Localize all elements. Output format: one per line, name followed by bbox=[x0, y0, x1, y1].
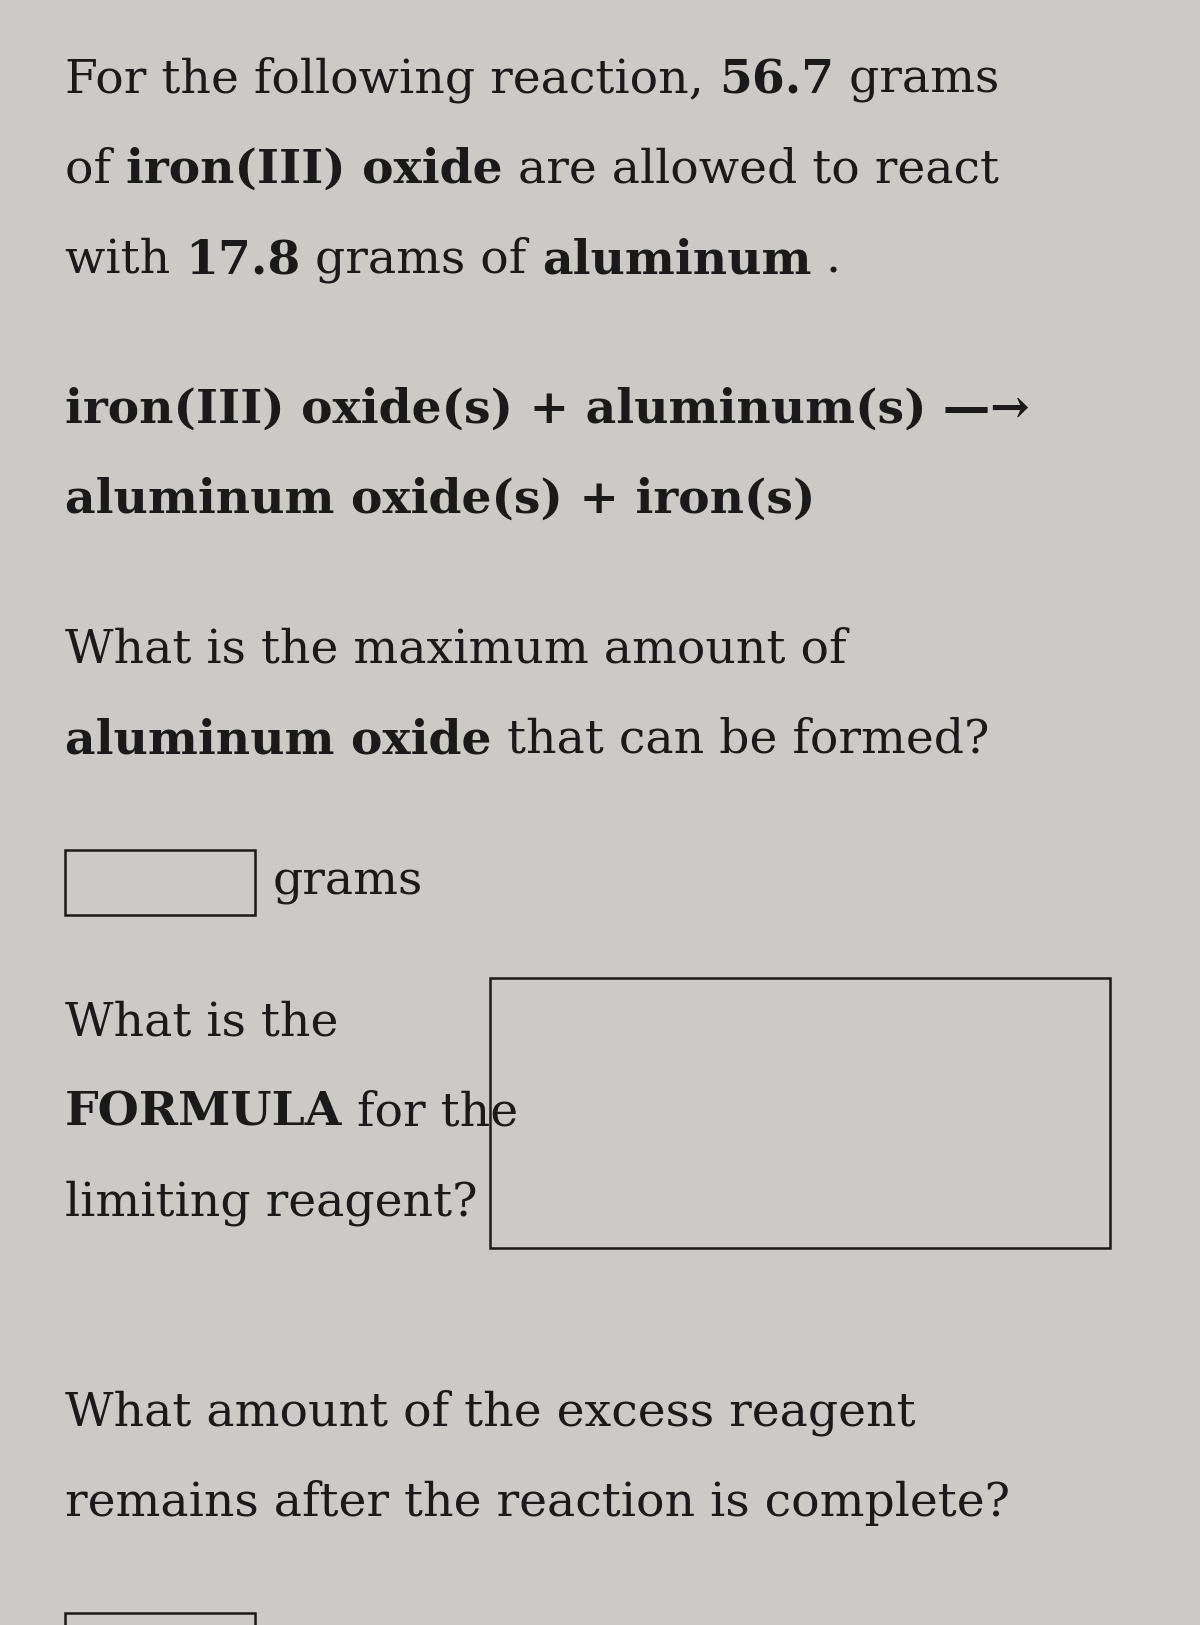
Text: .: . bbox=[811, 237, 841, 283]
Text: remains after the reaction is complete?: remains after the reaction is complete? bbox=[65, 1480, 1010, 1526]
Text: aluminum oxide: aluminum oxide bbox=[65, 717, 492, 764]
Text: with: with bbox=[65, 237, 185, 283]
Text: aluminum: aluminum bbox=[541, 237, 811, 283]
Text: that can be formed?: that can be formed? bbox=[492, 717, 989, 762]
Text: What is the: What is the bbox=[65, 1001, 338, 1045]
Text: iron(III) oxide: iron(III) oxide bbox=[126, 146, 503, 193]
Text: FORMULA: FORMULA bbox=[65, 1090, 342, 1136]
Text: for the: for the bbox=[342, 1090, 518, 1136]
Bar bbox=[65, 1614, 256, 1625]
Bar bbox=[65, 850, 256, 915]
Text: limiting reagent?: limiting reagent? bbox=[65, 1180, 478, 1225]
Text: For the following reaction,: For the following reaction, bbox=[65, 57, 719, 104]
Text: aluminum oxide(s) + iron(s): aluminum oxide(s) + iron(s) bbox=[65, 478, 815, 523]
Text: 56.7: 56.7 bbox=[719, 57, 834, 102]
Bar bbox=[490, 978, 1110, 1248]
Text: grams: grams bbox=[274, 1623, 424, 1625]
Text: of: of bbox=[65, 148, 126, 193]
Text: are allowed to react: are allowed to react bbox=[503, 148, 998, 193]
Text: What is the maximum amount of: What is the maximum amount of bbox=[65, 627, 846, 673]
Text: grams of: grams of bbox=[300, 237, 541, 283]
Text: iron(III) oxide(s) + aluminum(s) —→: iron(III) oxide(s) + aluminum(s) —→ bbox=[65, 387, 1030, 432]
Text: grams: grams bbox=[274, 860, 424, 905]
Text: grams: grams bbox=[834, 57, 1000, 102]
Text: 17.8: 17.8 bbox=[185, 237, 300, 283]
Text: What amount of the excess reagent: What amount of the excess reagent bbox=[65, 1389, 916, 1436]
